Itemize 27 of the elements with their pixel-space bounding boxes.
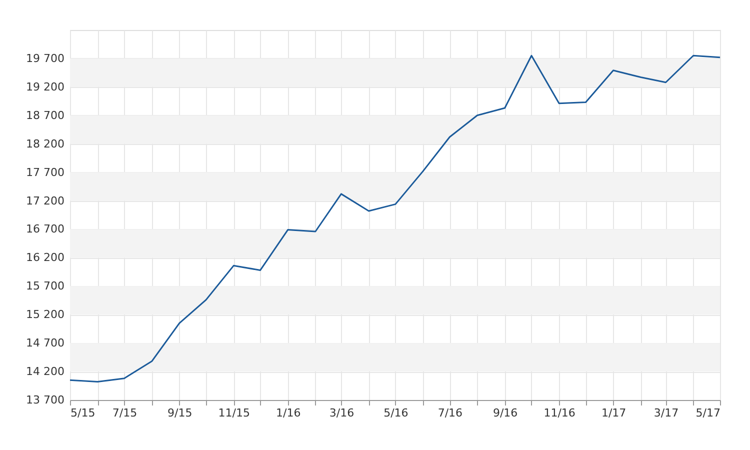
y-tick-label: 14 200 <box>26 365 64 378</box>
y-tick-label: 15 200 <box>26 308 64 322</box>
y-tick-label: 17 700 <box>26 166 64 179</box>
y-tick-label: 17 200 <box>26 194 64 208</box>
y-tick-label: 14 700 <box>26 336 64 350</box>
y-tick-label: 19 700 <box>26 52 64 65</box>
y-tick-label: 15 700 <box>26 280 64 293</box>
y-tick-label: 18 200 <box>26 137 64 150</box>
x-tick-label: 9/15 <box>168 406 192 420</box>
x-tick-label: 3/17 <box>654 406 679 420</box>
x-tick-label: 9/16 <box>492 406 518 420</box>
y-tick-label: 13 700 <box>26 394 64 406</box>
x-tick-label: 3/16 <box>329 406 354 420</box>
x-tick-label: 11/16 <box>544 406 576 420</box>
x-tick-label: 5/15 <box>70 406 96 420</box>
x-tick-label: 1/17 <box>601 406 626 420</box>
x-tick-label: 7/15 <box>112 406 138 420</box>
x-tick-label: 1/16 <box>276 406 301 420</box>
y-tick-label: 18 700 <box>26 108 64 122</box>
y-tick-label: 19 200 <box>26 80 64 94</box>
line-series <box>69 54 721 383</box>
y-tick-label: 16 700 <box>26 222 64 236</box>
x-tick-label: 5/16 <box>384 406 408 420</box>
x-tick-label: 5/17 <box>696 406 720 420</box>
x-tick-label: 7/16 <box>438 406 463 420</box>
y-tick-label: 16 200 <box>26 251 64 264</box>
x-tick-label: 11/15 <box>218 406 250 420</box>
